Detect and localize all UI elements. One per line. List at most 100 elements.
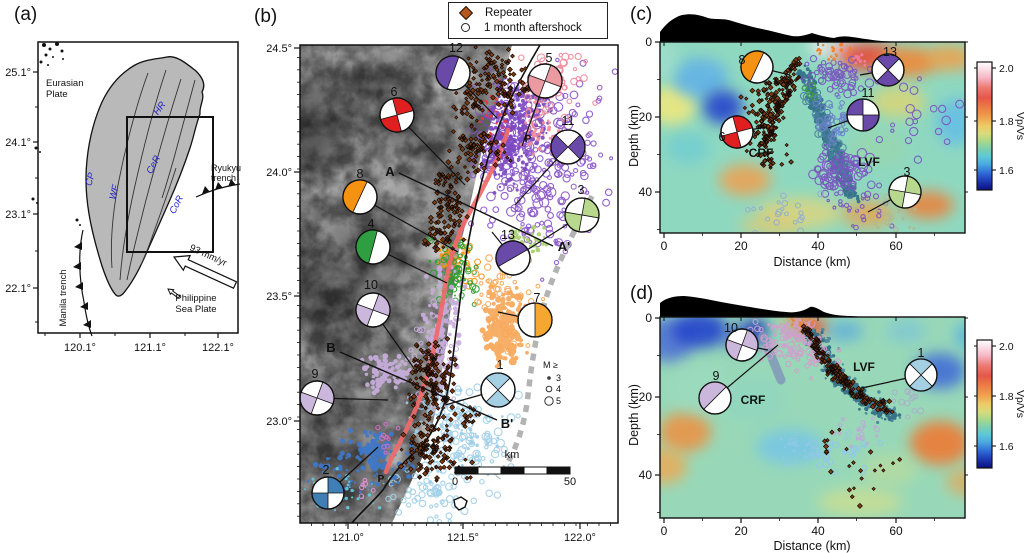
label-mag-3: 3: [556, 373, 561, 383]
label-scale-0: 0: [452, 476, 458, 488]
a-ytick: 22.1°: [5, 283, 31, 295]
label-eurasian-plate: Eurasian: [46, 78, 84, 89]
event-cluster: [745, 190, 825, 233]
topography-profile: [660, 14, 965, 42]
scalebar-segment: [454, 466, 479, 475]
label-philippine-plate2: Sea Plate: [175, 304, 216, 315]
beachball-group-13: 13: [491, 228, 531, 276]
a-xtick: 120.1°: [64, 342, 96, 354]
beachball-number-11: 11: [862, 86, 875, 100]
label-ryukyu-trench: Ryukyu: [211, 163, 241, 173]
scalebar-segment: [477, 466, 502, 475]
beachball-group-10: 10: [355, 278, 414, 368]
repeater-diamonds: [407, 336, 459, 423]
beachball-13: [871, 53, 905, 87]
event-cluster: [801, 81, 819, 101]
section-ytick: 20: [639, 390, 653, 404]
magnitude-legend-circle: [547, 376, 551, 380]
beachball-number-3: 3: [578, 183, 585, 197]
beachball-number-6: 6: [719, 130, 726, 144]
colorbar-label: Vp/Vs: [1014, 390, 1024, 418]
event-cluster: [815, 42, 853, 61]
panel-d: 10 9 1 CRF LVF Distance (km) Depth (km) 0 20 40 60…: [627, 296, 1024, 553]
legend-repeater-label: Repeater: [485, 6, 533, 19]
beachball-6: [720, 115, 754, 149]
a-ytick: 23.1°: [5, 209, 31, 221]
a-xtick: 122.1°: [202, 342, 234, 354]
b-ytick: 23.5°: [266, 291, 292, 303]
beachball-13: [495, 240, 531, 276]
a-xtick: 121.1°: [134, 342, 166, 354]
event-cluster: [831, 416, 880, 449]
b-xtick: 121.5°: [447, 532, 479, 544]
repeater-diamonds: [452, 404, 482, 429]
label-lvf: LVF: [853, 360, 875, 374]
event-cluster: [891, 386, 926, 420]
beachball-9: [698, 381, 732, 415]
beachball-11: [846, 98, 880, 132]
offshore-dashed-line: [495, 194, 595, 480]
beachball-group-1: 1: [444, 358, 516, 408]
beachball-number-8: 8: [739, 53, 746, 67]
beachball-group-4: 4: [355, 217, 448, 284]
section-xtick: 0: [661, 239, 668, 253]
beachball-group-8: 8: [342, 167, 459, 253]
legend-row-repeater: Repeater: [449, 5, 607, 20]
beachball-10: [355, 292, 391, 328]
beachball-4: [355, 229, 391, 265]
legend-aftershock-label: 1 month aftershock: [484, 21, 582, 34]
event-cluster: [468, 67, 587, 236]
label-philippine-plate: Philippine: [175, 293, 216, 304]
beachball-8: [740, 50, 774, 84]
label-depth-axis: Depth (km): [627, 384, 641, 446]
beachball-group-13: 13: [859, 45, 905, 87]
colorbar-label: Vp/Vs: [1014, 112, 1024, 140]
a-ytick: 24.1°: [5, 137, 31, 149]
section-xtick: 60: [889, 524, 903, 538]
beachball-group-6: 6: [379, 85, 466, 186]
panel-label-a: (a): [14, 4, 38, 25]
beachball-number-13: 13: [883, 45, 897, 59]
beachball-number-1: 1: [918, 346, 925, 360]
beachball-6: [379, 97, 415, 133]
panel-c: 8 13 11 6 3 CRF LVF Distance (km) Depth (km) 0 20 4…: [627, 14, 1024, 269]
section-line: [339, 351, 498, 421]
section-xtick: 20: [734, 239, 748, 253]
section-ytick: 0: [645, 311, 652, 325]
section-ytick: 40: [639, 468, 653, 482]
b-xtick: 121.0°: [332, 532, 364, 544]
colorbar-tick: 1.8: [999, 116, 1014, 128]
longitudinal-valley-fault-line: [383, 127, 511, 475]
vpvs-colorbar: [976, 61, 993, 191]
repeater-diamonds: [755, 142, 795, 170]
beachball-1: [480, 372, 516, 408]
beachball-group-2: 2: [311, 446, 379, 510]
plate-motion-arrow: [172, 254, 238, 289]
colorbar-tick: 1.6: [999, 165, 1014, 177]
scalebar-segment: [546, 466, 571, 475]
label-distance-axis: Distance (km): [773, 255, 850, 269]
section-line: [398, 172, 554, 247]
beachball-3: [888, 175, 922, 209]
event-cluster: [808, 143, 883, 198]
event-cluster: [767, 318, 816, 348]
b-ytick: 24.0°: [266, 167, 292, 179]
event-cluster: [375, 421, 401, 455]
beachball-group-11: 11: [514, 114, 586, 206]
repeater-diamond-icon: [458, 5, 474, 20]
label-ryukyu-trench2: trench: [211, 173, 236, 183]
b-ytick: 23.0°: [266, 416, 292, 428]
beachball-group-9: 9: [299, 367, 389, 416]
vpvs-colorbar: [976, 339, 993, 469]
magnitude-legend-circle: [544, 396, 554, 406]
beachball-10: [725, 328, 759, 362]
repeater-diamonds: [822, 427, 849, 456]
beachball-group-7: 7: [497, 291, 553, 338]
label-scale-km: km: [505, 449, 520, 461]
section-xtick: 40: [811, 239, 825, 253]
beachball-group-6: 6: [719, 115, 768, 149]
repeater-diamonds: [487, 66, 531, 117]
label-wf: WF: [107, 183, 122, 201]
beachball-number-11: 11: [562, 114, 575, 128]
